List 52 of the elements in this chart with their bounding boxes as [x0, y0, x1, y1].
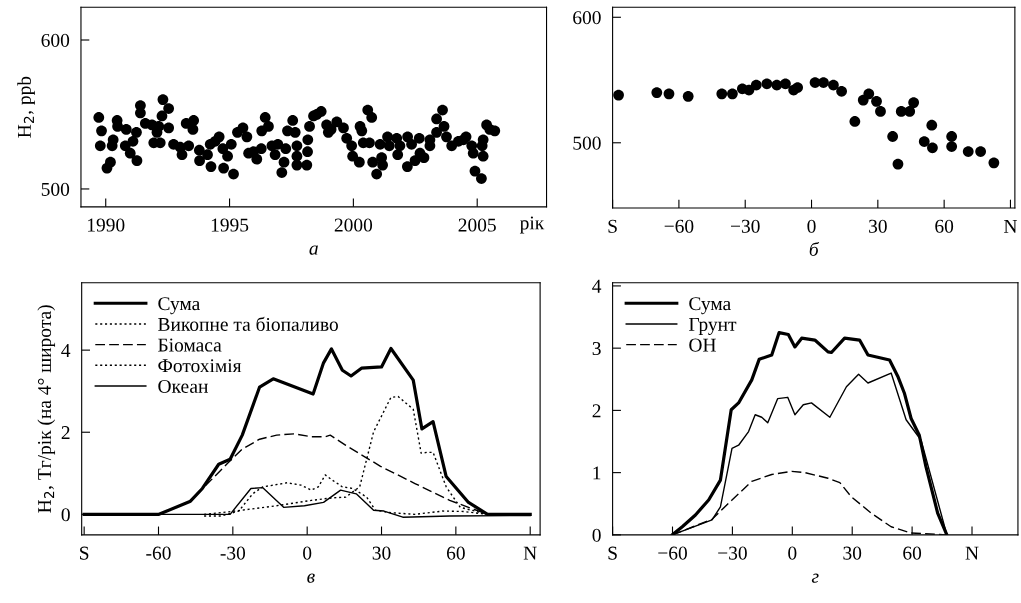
legend-label: Сума: [158, 297, 200, 315]
y-tick-label: 500: [573, 136, 601, 150]
y-tick-label: 2: [592, 404, 601, 418]
x-tick-label: 60: [446, 546, 465, 560]
x-tick-label: S: [608, 546, 617, 560]
x-tick-label: N: [1003, 219, 1018, 233]
x-tick-label: 60: [903, 546, 922, 560]
y-tick-label: 1: [593, 466, 601, 480]
legend-label: Фотохімія: [158, 359, 242, 373]
y-tick-label: 600: [41, 33, 70, 47]
x-tick-label: 60: [935, 219, 954, 233]
x-tick-label: 30: [869, 219, 887, 233]
x-axis-title: в: [307, 573, 315, 583]
text: рік: [519, 216, 545, 234]
x-tick-label: −30: [718, 546, 747, 560]
x-tick-label: -30: [220, 546, 246, 560]
legend-label: Біомаса: [158, 338, 222, 352]
x-tick-label: 1995: [211, 218, 249, 232]
y-axis-title: H$_{2}$, Тг/рік (на 4° широта): [37, 305, 56, 513]
x-axis-title: б: [809, 241, 820, 257]
y-tick-label: 4: [592, 279, 602, 293]
x-tick-label: −60: [664, 219, 694, 233]
x-tick-label: 30: [372, 546, 391, 560]
x-tick-label: 2000: [334, 218, 373, 232]
y-axis-title: H$_{2}$, ppb: [17, 76, 35, 138]
x-tick-label: N: [523, 546, 537, 560]
y-tick-label: 600: [573, 11, 601, 25]
x-tick-label: 0: [303, 546, 312, 560]
y-tick-label: 0: [592, 528, 601, 542]
x-tick-label: −30: [730, 219, 760, 233]
x-tick-label: 30: [843, 546, 862, 560]
y-tick-label: 0: [61, 508, 70, 522]
x-tick-label: N: [965, 546, 979, 560]
x-tick-label: 0: [788, 546, 797, 560]
y-tick-label: 4: [61, 344, 71, 357]
y-tick-label: 500: [41, 182, 70, 196]
x-tick-label: −60: [658, 546, 687, 560]
legend-label: Океан: [158, 379, 208, 393]
x-tick-label: S: [608, 219, 617, 233]
y-tick-label: 2: [61, 426, 70, 439]
x-axis-title: а: [309, 245, 318, 255]
x-tick-label: -60: [146, 546, 171, 560]
x-tick-label: 0: [807, 219, 816, 233]
x-tick-label: 1990: [88, 218, 125, 232]
x-tick-label: S: [80, 546, 89, 560]
y-tick-label: 3: [592, 342, 601, 356]
legend-label: OH: [689, 338, 716, 352]
legend-label: Грунт: [688, 318, 737, 335]
x-tick-label: 2005: [458, 218, 496, 232]
legend-label: Викопне та біопаливо: [158, 316, 338, 331]
legend-label: Сума: [689, 297, 731, 315]
x-axis-title: г: [811, 573, 819, 583]
